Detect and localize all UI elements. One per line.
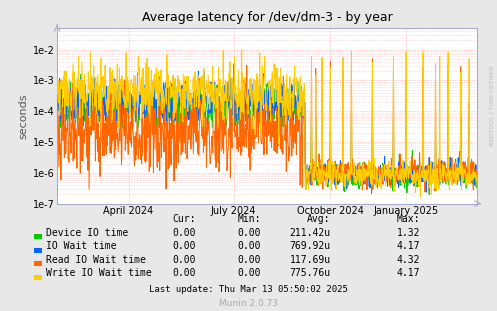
- Text: 0.00: 0.00: [238, 241, 261, 251]
- Text: Device IO time: Device IO time: [46, 228, 128, 238]
- Text: 4.32: 4.32: [397, 255, 420, 265]
- Text: 0.00: 0.00: [173, 268, 196, 278]
- Text: 4.17: 4.17: [397, 241, 420, 251]
- Text: IO Wait time: IO Wait time: [46, 241, 116, 251]
- Text: 4.17: 4.17: [397, 268, 420, 278]
- Text: RRDTOOL / TOBI OETIKER: RRDTOOL / TOBI OETIKER: [490, 65, 495, 146]
- Text: Write IO Wait time: Write IO Wait time: [46, 268, 152, 278]
- Text: 0.00: 0.00: [173, 228, 196, 238]
- Text: Min:: Min:: [238, 214, 261, 224]
- Text: Cur:: Cur:: [173, 214, 196, 224]
- Text: 0.00: 0.00: [238, 268, 261, 278]
- Text: 1.32: 1.32: [397, 228, 420, 238]
- Text: 117.69u: 117.69u: [289, 255, 331, 265]
- Text: Max:: Max:: [397, 214, 420, 224]
- Text: 0.00: 0.00: [173, 255, 196, 265]
- Y-axis label: seconds: seconds: [18, 93, 28, 139]
- Title: Average latency for /dev/dm-3 - by year: Average latency for /dev/dm-3 - by year: [142, 11, 393, 24]
- Text: 0.00: 0.00: [238, 228, 261, 238]
- Text: Last update: Thu Mar 13 05:50:02 2025: Last update: Thu Mar 13 05:50:02 2025: [149, 285, 348, 294]
- Text: Munin 2.0.73: Munin 2.0.73: [219, 299, 278, 308]
- Text: 775.76u: 775.76u: [289, 268, 331, 278]
- Text: Read IO Wait time: Read IO Wait time: [46, 255, 146, 265]
- Text: Avg:: Avg:: [307, 214, 331, 224]
- Text: 0.00: 0.00: [238, 255, 261, 265]
- Text: 0.00: 0.00: [173, 241, 196, 251]
- Text: 769.92u: 769.92u: [289, 241, 331, 251]
- Text: 211.42u: 211.42u: [289, 228, 331, 238]
